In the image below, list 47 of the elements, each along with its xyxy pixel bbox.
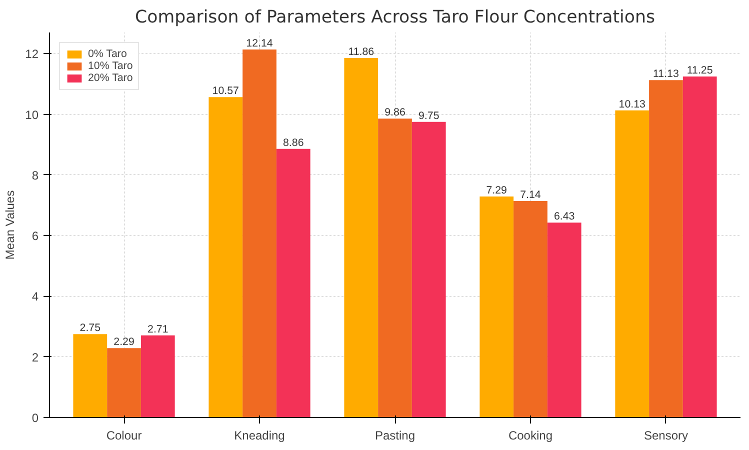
- y-axis-title: Mean Values: [3, 190, 18, 260]
- bar: [480, 196, 514, 418]
- y-tick-label: 6: [32, 229, 39, 244]
- x-tick-label: Cooking: [508, 428, 553, 442]
- bar: [242, 49, 276, 418]
- legend-label: 10% Taro: [88, 60, 133, 72]
- y-tick-label: 4: [32, 290, 39, 304]
- bar: [412, 122, 446, 418]
- bar: [547, 222, 582, 418]
- data-label: 9.86: [384, 106, 406, 119]
- y-tick-label: 12: [25, 47, 39, 62]
- legend-label: 20% Taro: [88, 72, 133, 84]
- bar: [344, 58, 378, 418]
- data-label: 8.86: [283, 136, 304, 149]
- bar: [107, 348, 141, 418]
- bar: [73, 334, 108, 418]
- data-label: 12.14: [246, 37, 273, 50]
- y-tick-label: 8: [32, 168, 39, 182]
- data-label: 2.71: [148, 323, 168, 336]
- bar: [682, 76, 717, 418]
- bar: [514, 201, 548, 418]
- data-label: 7.14: [520, 189, 541, 202]
- bar: [615, 110, 650, 418]
- data-label: 10.13: [618, 98, 646, 110]
- data-label: 11.13: [653, 68, 679, 80]
- bar: [649, 80, 683, 418]
- data-label: 11.86: [348, 46, 374, 58]
- x-tick-label: Kneading: [234, 428, 285, 442]
- y-tick-label: 10: [25, 108, 39, 122]
- data-label: 11.25: [686, 64, 713, 76]
- chart-title: Comparison of Parameters Across Taro Flour Concentrations: [135, 8, 655, 28]
- data-label: 6.43: [554, 210, 575, 223]
- legend-label: 0% Taro: [88, 48, 127, 60]
- bar: [378, 118, 412, 418]
- bar: [276, 148, 310, 418]
- bar: [140, 335, 175, 418]
- data-label: 9.75: [418, 110, 440, 122]
- x-tick-label: Colour: [106, 428, 142, 442]
- x-tick-label: Sensory: [644, 428, 688, 442]
- y-tick-label: 2: [32, 350, 39, 364]
- y-tick-label: 0: [32, 411, 39, 425]
- data-label: 7.29: [486, 184, 508, 197]
- data-label: 2.75: [80, 322, 101, 334]
- bar: [208, 97, 243, 418]
- data-label: 2.29: [114, 336, 134, 348]
- x-tick-label: Pasting: [374, 428, 416, 442]
- data-label: 10.57: [212, 85, 240, 98]
